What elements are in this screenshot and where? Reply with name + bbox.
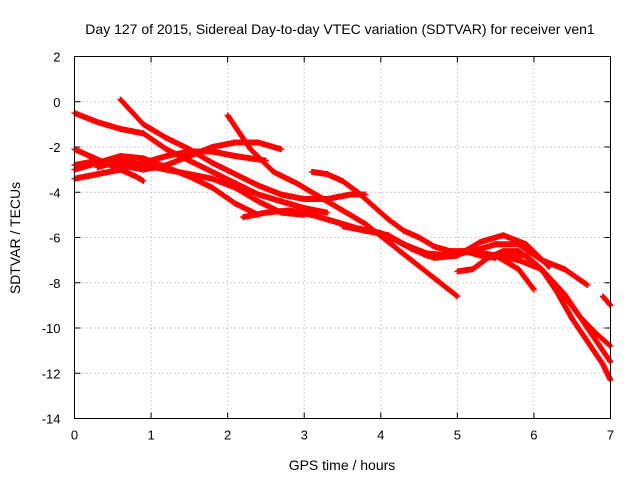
series-arc-16 — [492, 252, 537, 293]
y-tick-label: -8 — [49, 276, 61, 291]
data-point-marker — [278, 146, 285, 153]
y-tick-label: -2 — [49, 140, 61, 155]
x-tick-label: 7 — [607, 428, 614, 443]
series-arc-2 — [117, 96, 369, 203]
x-tick-label: 1 — [147, 428, 154, 443]
y-tick-label: -6 — [49, 231, 61, 246]
series-arc-15 — [500, 250, 614, 384]
data-points — [71, 96, 614, 384]
data-point-marker — [140, 177, 147, 184]
plot-frame — [74, 56, 611, 419]
y-tick-label: -12 — [42, 366, 61, 381]
y-tick-label: -4 — [49, 185, 61, 200]
chart-title: Day 127 of 2015, Sidereal Day-to-day VTE… — [85, 21, 595, 37]
grid-lines — [74, 56, 611, 419]
x-tick-label: 6 — [530, 428, 537, 443]
y-tick-label: -10 — [42, 321, 61, 336]
y-tick-label: 0 — [53, 95, 60, 110]
data-point-marker — [584, 282, 591, 289]
data-point-marker — [454, 293, 461, 300]
tick-labels: 0 1 2 3 4 5 6 7 2 0 -2 -4 -6 -8 -10 -12 -14 — [42, 50, 614, 443]
x-tick-label: 3 — [301, 428, 308, 443]
series-arc-12 — [377, 229, 591, 289]
y-tick-label: 2 — [53, 50, 60, 65]
series-arc-17 — [599, 293, 614, 309]
x-tick-label: 4 — [377, 428, 384, 443]
y-axis-label: SDTVAR / TECUs — [7, 182, 23, 294]
y-tick-label: -14 — [42, 412, 61, 427]
data-point-marker — [453, 292, 460, 299]
x-tick-label: 2 — [224, 428, 231, 443]
series-arc-9 — [224, 112, 461, 300]
data-point-marker — [606, 301, 613, 308]
x-tick-label: 5 — [454, 428, 461, 443]
series-arc-6 — [71, 148, 269, 182]
data-point-marker — [530, 285, 537, 292]
x-axis-label: GPS time / hours — [289, 457, 396, 473]
data-point-marker — [606, 342, 613, 349]
x-tick-label: 0 — [71, 428, 78, 443]
data-point-marker — [324, 209, 331, 216]
data-point-marker — [530, 286, 537, 293]
